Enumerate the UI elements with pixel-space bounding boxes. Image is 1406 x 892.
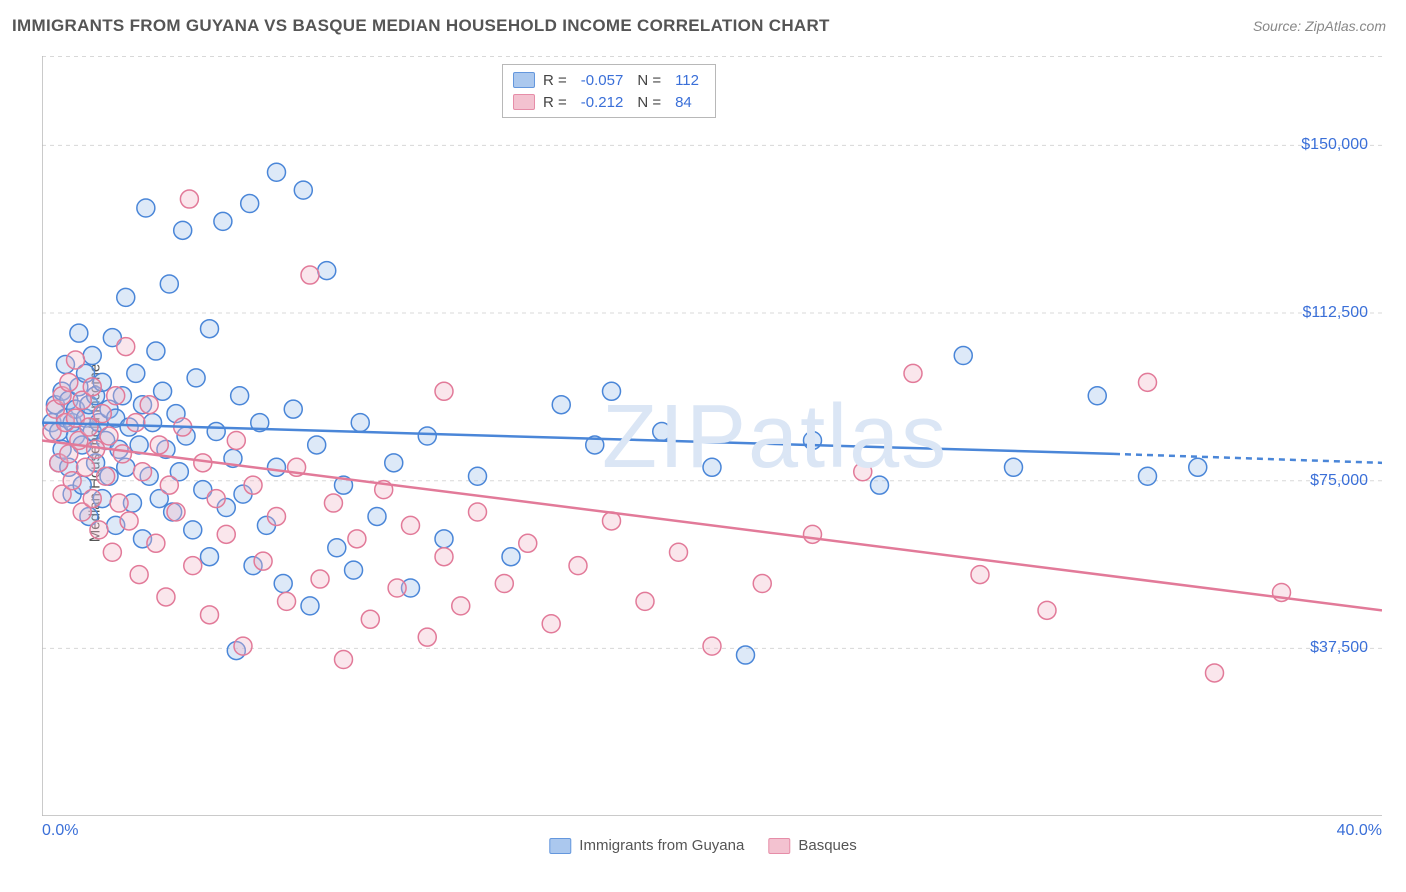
r-value-1: -0.057 [575, 72, 630, 89]
y-tick-label: $112,500 [1302, 304, 1368, 322]
scatter-plot-svg [42, 56, 1382, 816]
legend-swatch-2 [768, 838, 790, 854]
series-legend: Immigrants from Guyana Basques [549, 837, 856, 854]
n-value-2: 84 [669, 94, 698, 111]
chart-title: IMMIGRANTS FROM GUYANA VS BASQUE MEDIAN … [12, 16, 830, 36]
n-label-2: N = [637, 94, 661, 111]
legend-row-series-1: R = -0.057 N = 112 [513, 69, 705, 91]
x-axis-min-label: 0.0% [42, 822, 78, 840]
chart-container: Median Household Income ZIPatlas R = -0.… [0, 48, 1406, 858]
legend-label-1: Immigrants from Guyana [579, 837, 744, 854]
y-tick-label: $150,000 [1301, 136, 1368, 154]
source-attribution: Source: ZipAtlas.com [1253, 18, 1386, 34]
swatch-series-2 [513, 94, 535, 110]
x-axis-max-label: 40.0% [1337, 822, 1382, 840]
correlation-legend: R = -0.057 N = 112 R = -0.212 N = 84 [502, 64, 716, 118]
r-label: R = [543, 72, 567, 89]
r-value-2: -0.212 [575, 94, 630, 111]
legend-item-2: Basques [768, 837, 856, 854]
y-tick-label: $75,000 [1310, 472, 1368, 490]
r-label-2: R = [543, 94, 567, 111]
plot-area: ZIPatlas R = -0.057 N = 112 R = -0.212 N… [42, 56, 1382, 816]
legend-row-series-2: R = -0.212 N = 84 [513, 91, 705, 113]
swatch-series-1 [513, 72, 535, 88]
n-value-1: 112 [669, 72, 705, 89]
legend-label-2: Basques [798, 837, 856, 854]
y-tick-label: $37,500 [1310, 639, 1368, 657]
n-label: N = [637, 72, 661, 89]
legend-item-1: Immigrants from Guyana [549, 837, 744, 854]
legend-swatch-1 [549, 838, 571, 854]
